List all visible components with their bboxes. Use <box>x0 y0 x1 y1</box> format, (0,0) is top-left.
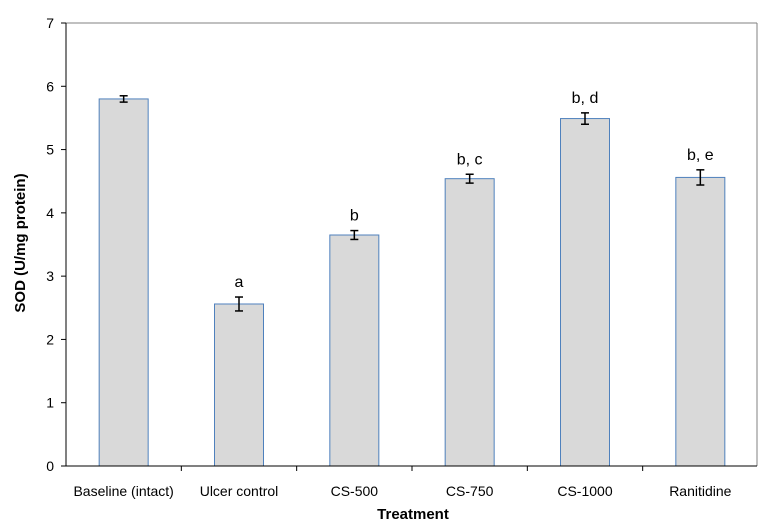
bar <box>98 98 149 467</box>
y-tick-label: 3 <box>46 268 54 284</box>
y-tick-label: 4 <box>46 205 54 221</box>
y-tick-label: 7 <box>46 15 54 31</box>
significance-label: b, e <box>687 147 714 164</box>
x-tick-label: Ulcer control <box>200 483 279 499</box>
significance-label: b <box>350 208 359 225</box>
y-tick-label: 5 <box>46 142 54 158</box>
y-tick-label: 1 <box>46 395 54 411</box>
y-axis-title: SOD (U/mg protein) <box>12 173 29 312</box>
x-tick-label: CS-1000 <box>557 483 612 499</box>
y-tick-label: 6 <box>46 78 54 94</box>
y-tick-label: 2 <box>46 331 54 347</box>
bar <box>675 176 726 467</box>
bar <box>214 303 264 467</box>
x-tick-label: Ranitidine <box>669 483 731 499</box>
significance-label: a <box>235 274 244 291</box>
x-tick-label: CS-750 <box>446 483 494 499</box>
x-tick-label: CS-500 <box>331 483 379 499</box>
bar <box>444 178 495 467</box>
bar <box>329 234 380 467</box>
bar <box>560 118 610 467</box>
x-axis-title: Treatment <box>377 506 449 523</box>
x-tick-label: Baseline (intact) <box>73 483 173 499</box>
y-tick-label: 0 <box>46 458 54 474</box>
significance-label: b, c <box>457 151 483 168</box>
significance-label: b, d <box>572 90 599 107</box>
